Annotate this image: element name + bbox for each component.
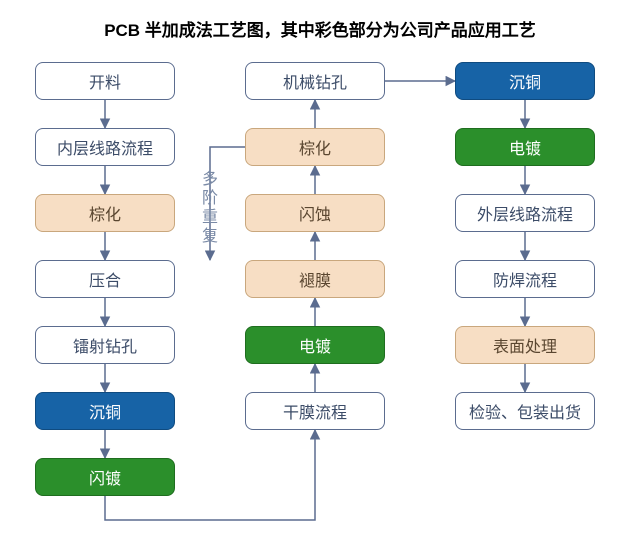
repeat-annotation: 多阶重复: [195, 170, 219, 246]
flow-node-n-chentong2: 沉铜: [455, 62, 595, 100]
flow-node-n-ganmo: 干膜流程: [245, 392, 385, 430]
flow-node-n-yahe: 压合: [35, 260, 175, 298]
flow-node-n-shandu: 闪镀: [35, 458, 175, 496]
flow-node-n-zonghua2: 棕化: [245, 128, 385, 166]
page-title: PCB 半加成法工艺图，其中彩色部分为公司产品应用工艺: [0, 16, 640, 41]
flow-node-n-biaomian: 表面处理: [455, 326, 595, 364]
flow-node-n-tuimo: 褪膜: [245, 260, 385, 298]
flow-node-n-fanghan: 防焊流程: [455, 260, 595, 298]
flow-node-n-jianyan: 检验、包装出货: [455, 392, 595, 430]
flow-node-n-jixie: 机械钻孔: [245, 62, 385, 100]
flow-node-n-kailiao: 开料: [35, 62, 175, 100]
flow-node-n-waiceng: 外层线路流程: [455, 194, 595, 232]
flow-node-n-shanshi: 闪蚀: [245, 194, 385, 232]
flow-node-n-neiceng: 内层线路流程: [35, 128, 175, 166]
flow-node-n-diandu1: 电镀: [245, 326, 385, 364]
flow-node-n-chentong1: 沉铜: [35, 392, 175, 430]
flow-node-n-zonghua1: 棕化: [35, 194, 175, 232]
flow-node-n-leishe: 镭射钻孔: [35, 326, 175, 364]
flow-node-n-diandu2: 电镀: [455, 128, 595, 166]
